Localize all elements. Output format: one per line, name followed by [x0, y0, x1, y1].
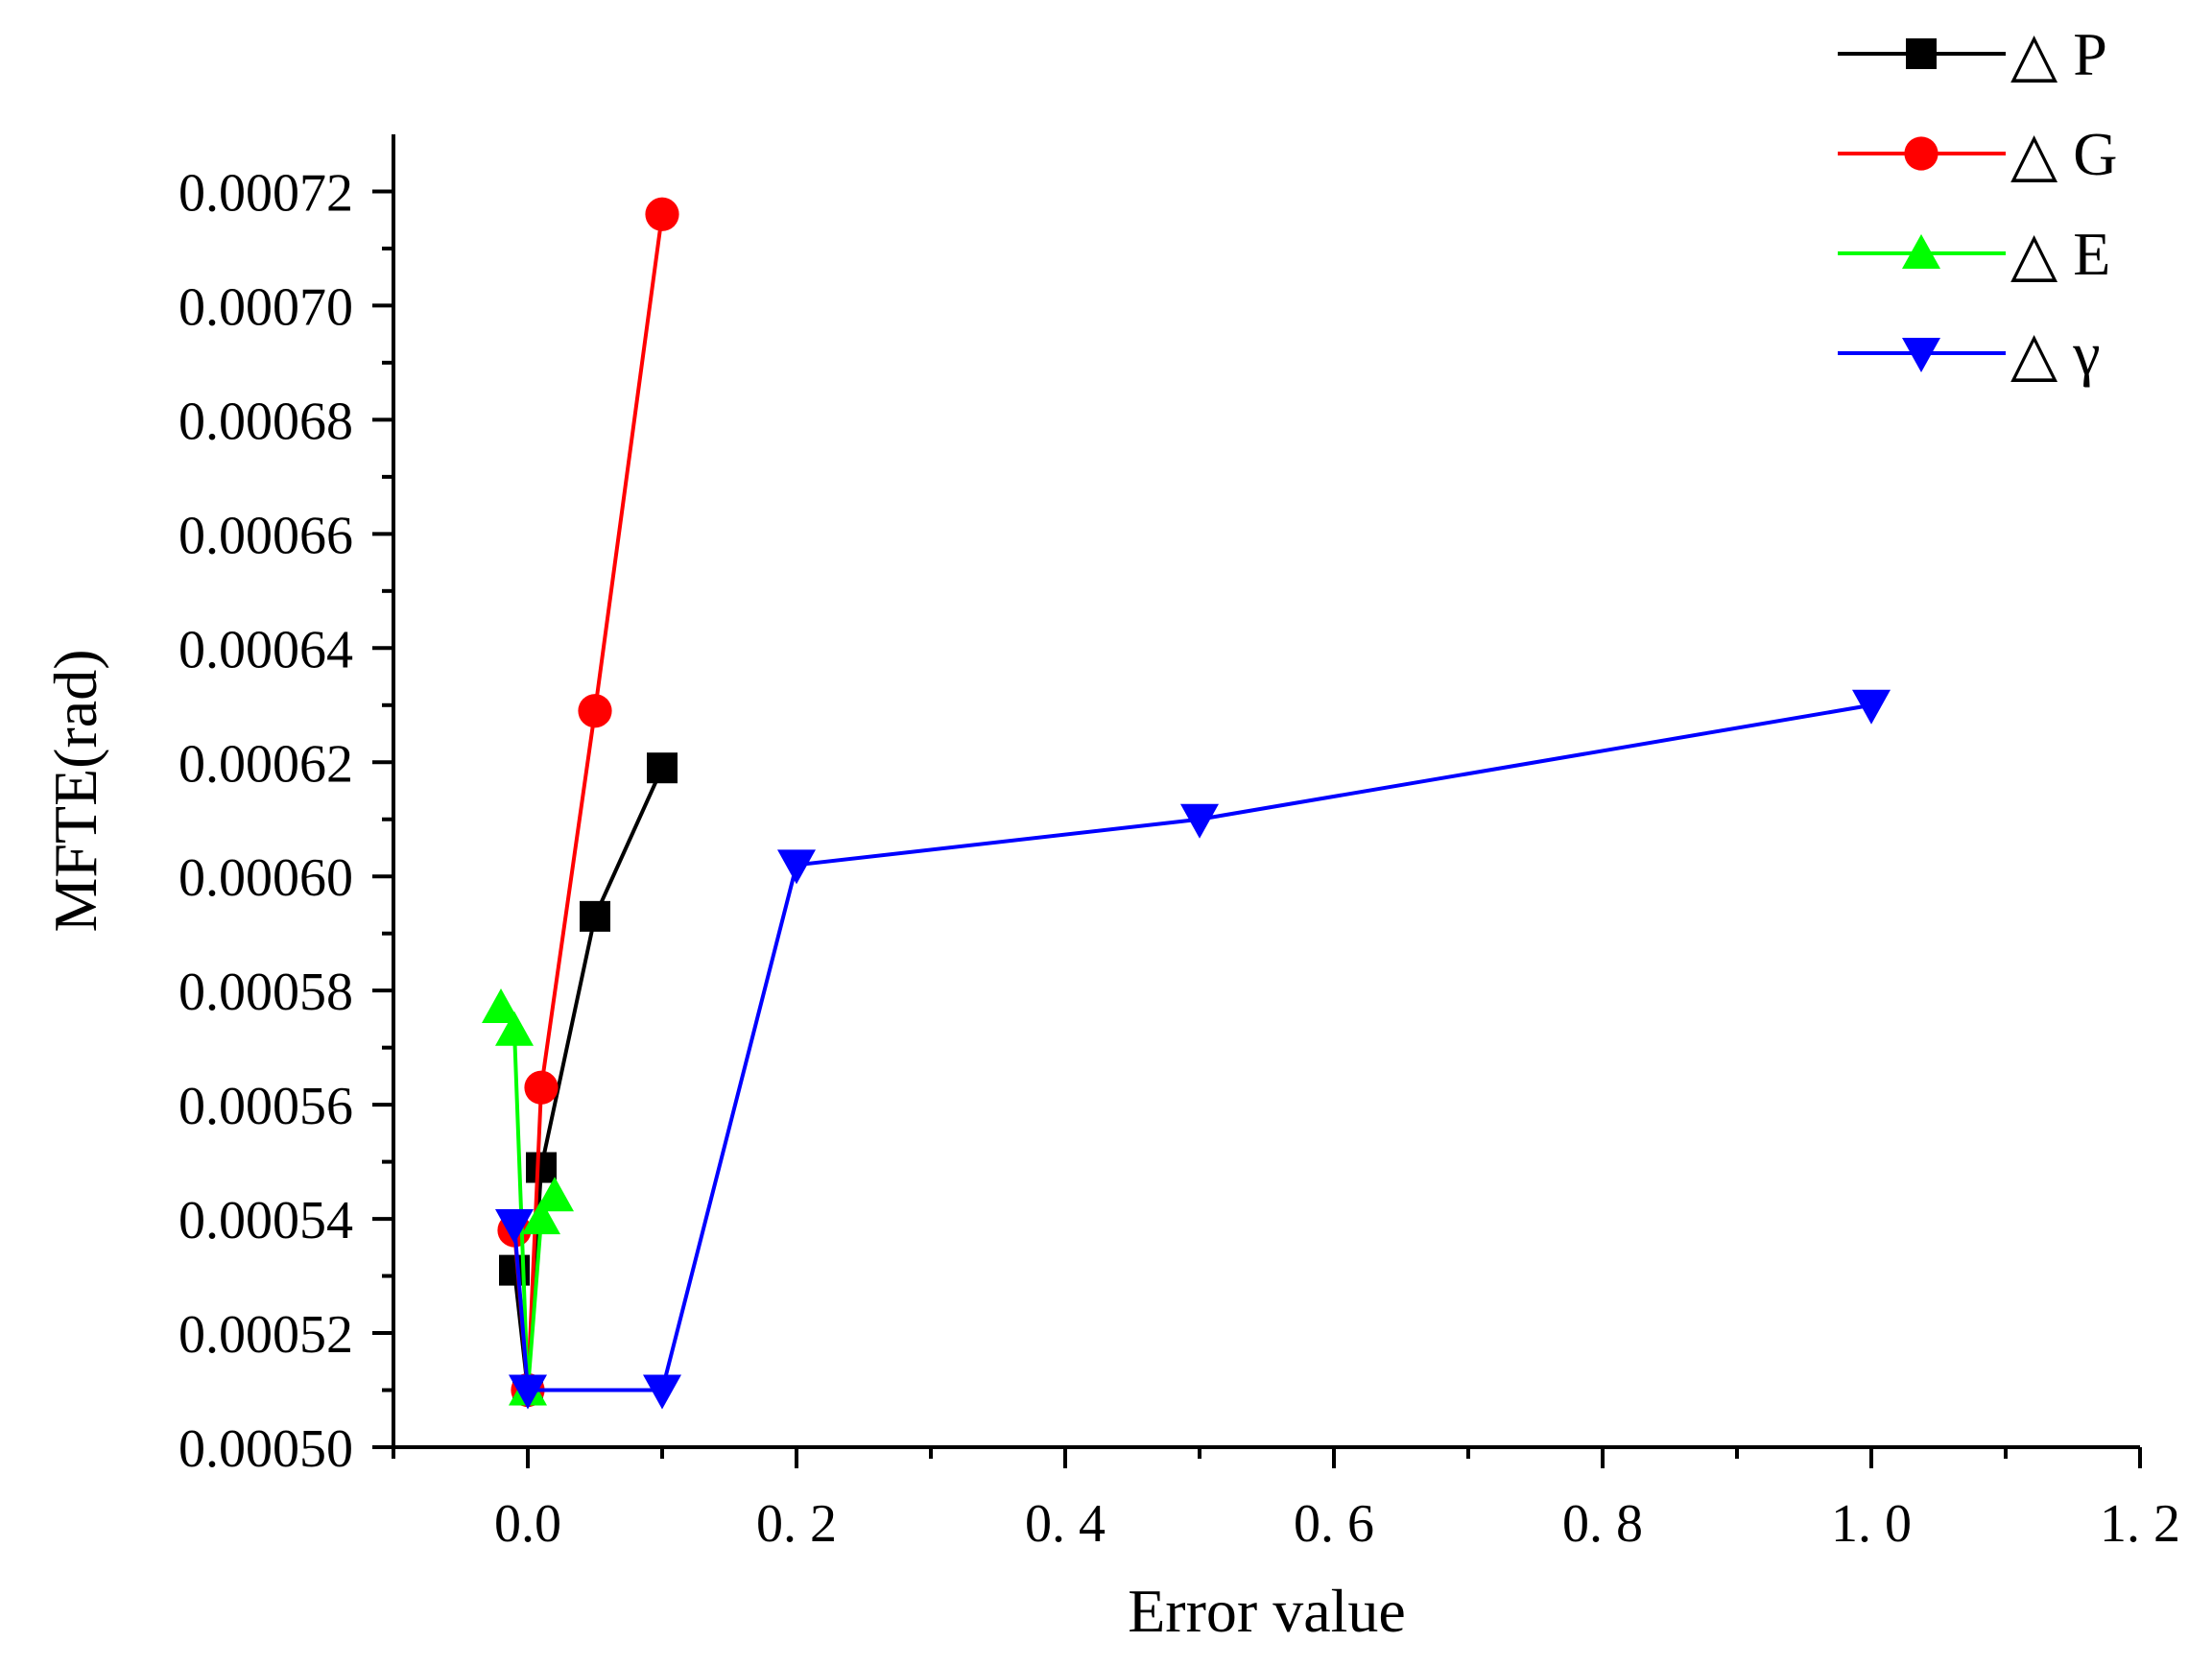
x-tick-label: 0. 2	[756, 1494, 837, 1554]
data-point	[578, 694, 612, 728]
data-point	[524, 1070, 559, 1105]
y-tick-label: 0.00070	[178, 277, 353, 337]
data-point	[495, 1209, 534, 1245]
data-point	[522, 1200, 560, 1235]
y-tick-label: 0.00062	[178, 734, 353, 794]
data-point	[645, 197, 679, 231]
y-tick-label: 0.00056	[178, 1077, 353, 1136]
x-tick-label: 0.0	[494, 1494, 561, 1554]
data-point	[1902, 234, 1940, 269]
x-tick-label: 1. 0	[1831, 1494, 1912, 1554]
x-tick-label: 0. 6	[1294, 1494, 1374, 1554]
y-tick-label: 0.00064	[178, 620, 353, 679]
data-point	[1904, 136, 1938, 171]
y-tick-label: 0.00066	[178, 506, 353, 565]
y-tick-label: 0.00060	[178, 848, 353, 908]
series-layer	[482, 197, 1891, 1410]
series-triangle-up	[482, 988, 574, 1406]
series-circle	[497, 197, 679, 1408]
data-point	[535, 1177, 574, 1212]
y-tick-label: 0.00068	[178, 392, 353, 451]
legend-item: △ P	[1838, 20, 2107, 88]
data-point	[509, 1374, 547, 1410]
data-point	[643, 1374, 681, 1410]
data-point	[647, 752, 678, 784]
x-tick-label: 0. 8	[1562, 1494, 1643, 1554]
y-tick-label: 0.00052	[178, 1305, 353, 1365]
legend-item: △ G	[1838, 120, 2117, 188]
data-point	[1906, 38, 1937, 69]
x-tick-label: 1. 2	[2100, 1494, 2180, 1554]
data-point	[1180, 803, 1219, 839]
y-tick-label: 0.00072	[178, 163, 353, 223]
data-point	[1902, 338, 1940, 372]
series-triangle-down	[495, 689, 1891, 1410]
axes: 0.0 0. 2 0. 4 0. 6 0. 8 1. 0 1. 2 0.00050 0.0005…	[178, 134, 2180, 1554]
data-point	[482, 988, 520, 1024]
data-point	[526, 1152, 557, 1183]
y-tick-label: 0.00054	[178, 1191, 353, 1250]
legend-item: △ γ	[1838, 320, 2101, 388]
legend-label: △ G	[2010, 120, 2117, 188]
y-axis-title: MFTE(rad)	[41, 649, 109, 932]
data-point	[1852, 689, 1891, 725]
legend-item: △ E	[1838, 220, 2110, 288]
data-point	[495, 1011, 534, 1046]
y-tick-label: 0.00058	[178, 963, 353, 1022]
y-tick-label: 0.00050	[178, 1419, 353, 1479]
data-point	[777, 849, 816, 885]
legend-label: △ γ	[2010, 320, 2101, 388]
legend-label: △ E	[2010, 220, 2110, 288]
legend: △ P △ G △ E △ γ	[1838, 20, 2117, 388]
series-line	[512, 702, 1872, 1392]
legend-label: △ P	[2010, 20, 2107, 88]
x-axis-title: Error value	[1128, 1577, 1406, 1645]
data-point	[580, 900, 610, 932]
x-tick-label: 0. 4	[1025, 1494, 1106, 1554]
